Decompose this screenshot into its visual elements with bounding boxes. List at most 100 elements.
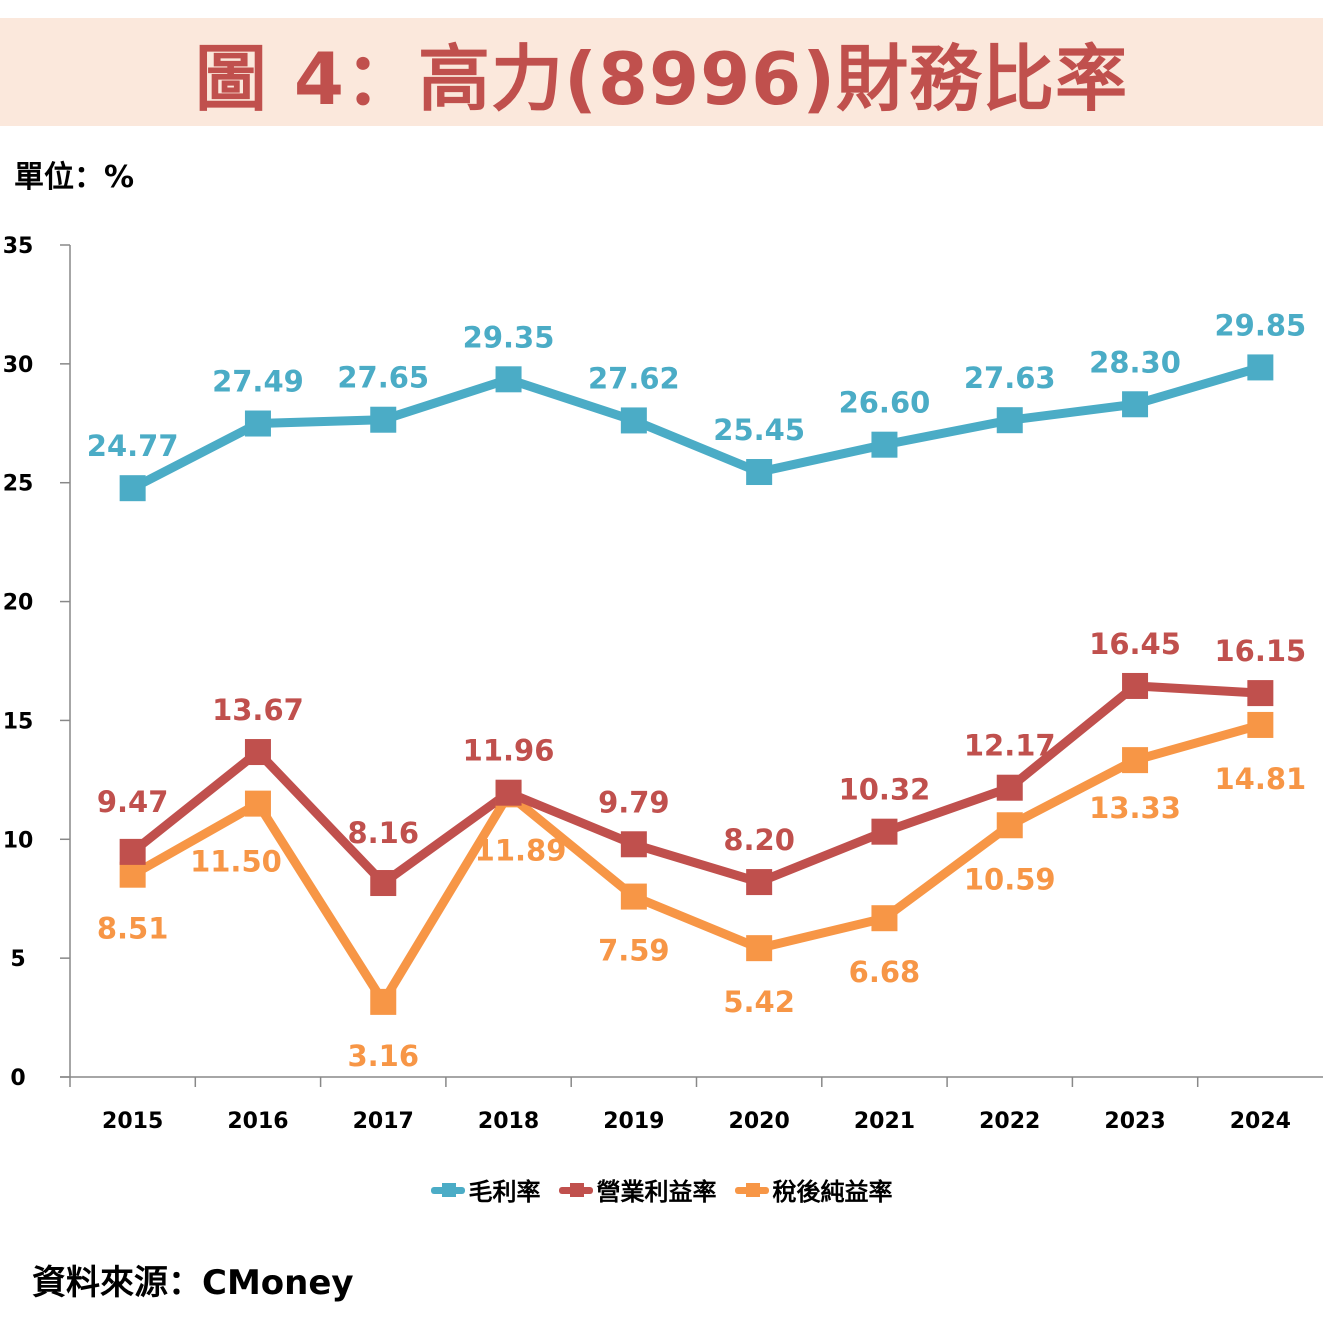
data-label: 14.81 (1214, 762, 1306, 796)
chart-title: 圖 4：高力(8996)財務比率 (194, 36, 1129, 121)
data-label: 8.20 (723, 823, 795, 857)
data-point-marker (244, 410, 271, 437)
data-labels: 24.77 27.49 27.65 29.35 27.62 25.45 26.60 27.63… (87, 308, 1306, 1072)
data-label: 9.79 (598, 785, 670, 819)
data-point-marker (495, 779, 522, 806)
x-tick-label: 2021 (854, 1109, 915, 1134)
legend-label: 營業利益率 (596, 1178, 717, 1206)
data-point-marker (370, 406, 397, 433)
unit-label: 單位：% (14, 160, 135, 195)
data-point-marker (620, 883, 647, 910)
data-label: 13.67 (212, 693, 304, 727)
x-tick-label: 2015 (102, 1109, 163, 1134)
data-label: 25.45 (713, 413, 805, 447)
x-tick-label: 2019 (603, 1109, 664, 1134)
data-point-marker (871, 905, 898, 932)
x-tick-label: 2017 (353, 1109, 414, 1134)
data-point-marker (1247, 354, 1274, 381)
data-point-marker (370, 870, 397, 897)
data-point-marker (620, 831, 647, 858)
legend-item-gross-margin[interactable]: 毛利率 (430, 1172, 541, 1207)
y-tick-label: 10 (3, 828, 34, 853)
data-point-marker (620, 407, 647, 434)
legend-item-net-margin[interactable]: 稅後純益率 (734, 1172, 893, 1207)
series-group (119, 354, 1274, 1015)
data-point-marker (1122, 747, 1149, 774)
legend-item-operating-margin[interactable]: 營業利益率 (558, 1172, 717, 1207)
data-label: 10.32 (839, 773, 931, 807)
series-line-operating-margin (129, 681, 1261, 889)
data-point-marker (495, 366, 522, 393)
legend-swatch-operating-margin (558, 1182, 593, 1197)
title-band: 圖 4：高力(8996)財務比率 (0, 18, 1323, 126)
data-label: 6.68 (849, 955, 921, 989)
data-label: 26.60 (839, 386, 931, 420)
source-note: 資料來源：CMoney (32, 1263, 354, 1303)
legend-swatch-net-margin (734, 1182, 769, 1197)
data-point-marker (996, 774, 1023, 801)
y-tick-label: 0 (10, 1066, 25, 1091)
data-label: 12.17 (964, 729, 1056, 763)
legend-square-marker-icon (745, 1182, 760, 1197)
legend: 毛利率 營業利益率 稅後純益率 (0, 1172, 1323, 1207)
data-label: 16.45 (1089, 627, 1181, 661)
data-label: 28.30 (1089, 345, 1181, 379)
x-tick-label: 2016 (227, 1109, 288, 1134)
legend-label: 稅後純益率 (772, 1178, 893, 1206)
legend-label: 毛利率 (468, 1178, 541, 1206)
y-tick-label: 15 (3, 709, 34, 734)
data-point-marker (1247, 680, 1274, 707)
data-point-marker (1122, 391, 1149, 418)
x-tick-label: 2018 (478, 1109, 539, 1134)
data-label: 8.51 (97, 912, 169, 946)
data-point-marker (996, 812, 1023, 839)
data-point-marker (746, 935, 773, 962)
data-label: 27.63 (964, 361, 1056, 395)
data-point-marker (746, 869, 773, 896)
x-tick-label: 2022 (979, 1109, 1040, 1134)
data-label: 16.15 (1214, 634, 1306, 668)
data-point-marker (871, 431, 898, 458)
data-point-marker (871, 818, 898, 845)
legend-square-marker-icon (441, 1182, 456, 1197)
data-point-marker (119, 861, 146, 888)
y-tick-label: 35 (3, 234, 34, 259)
legend-swatch-gross-margin (430, 1182, 465, 1197)
data-label: 27.65 (337, 361, 429, 395)
x-tick-label: 2020 (729, 1109, 790, 1134)
data-label: 10.59 (964, 862, 1056, 896)
series-line-gross-margin (130, 363, 1262, 493)
data-label: 11.96 (463, 734, 555, 768)
data-label: 29.85 (1214, 308, 1306, 342)
data-point-marker (1247, 711, 1274, 738)
legend-square-marker-icon (569, 1182, 584, 1197)
data-point-marker (244, 790, 271, 817)
y-axis-ticks: 0 5 10 15 20 25 30 35 (3, 234, 70, 1091)
data-label: 9.47 (97, 785, 169, 819)
axes (60, 245, 1323, 1087)
y-tick-label: 5 (10, 947, 25, 972)
series-line-net-margin (130, 720, 1262, 1011)
y-tick-label: 30 (3, 353, 34, 378)
data-label: 8.16 (347, 816, 419, 850)
data-point-marker (1122, 672, 1149, 699)
x-tick-label: 2023 (1104, 1109, 1165, 1134)
data-point-marker (370, 988, 397, 1015)
data-point-marker (996, 407, 1023, 434)
y-tick-label: 25 (3, 472, 34, 497)
data-point-marker (119, 475, 146, 502)
data-label: 11.50 (190, 845, 282, 879)
data-label: 29.35 (463, 320, 555, 354)
data-label: 13.33 (1089, 791, 1181, 825)
data-label: 24.77 (87, 429, 179, 463)
data-label: 11.89 (475, 833, 567, 867)
y-tick-label: 20 (3, 591, 34, 616)
data-point-marker (119, 838, 146, 865)
data-label: 7.59 (598, 934, 670, 968)
data-label: 5.42 (723, 985, 795, 1019)
data-label: 27.62 (588, 361, 680, 395)
x-axis-ticks: 2015 2016 2017 2018 2019 2020 2021 2022 2023 2024 (102, 1077, 1291, 1134)
x-tick-label: 2024 (1230, 1109, 1291, 1134)
data-point-marker (746, 459, 773, 486)
